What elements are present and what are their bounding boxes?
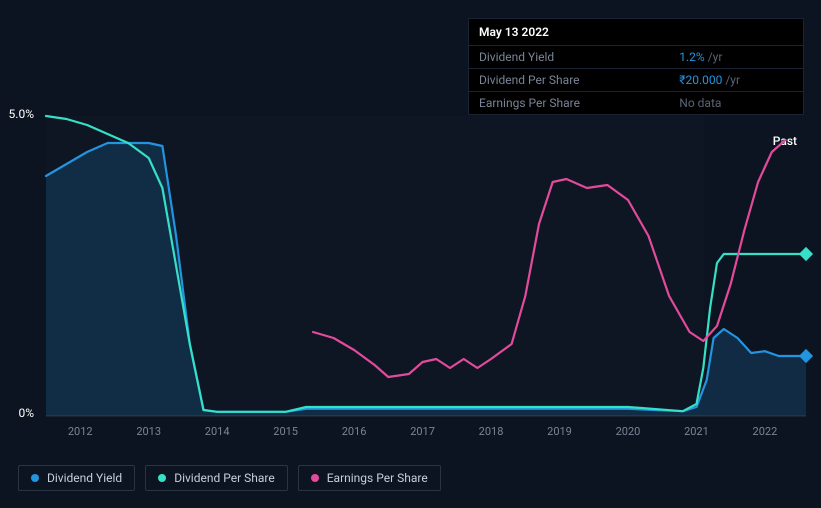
tooltip-row-value: No data [669, 92, 803, 115]
legend-item-dividend-per-share[interactable]: Dividend Per Share [145, 465, 288, 491]
tooltip-table: Dividend Yield 1.2% /yr Dividend Per Sha… [469, 45, 803, 114]
legend-item-dividend-yield[interactable]: Dividend Yield [18, 465, 135, 491]
legend-dot [31, 474, 39, 482]
legend: Dividend Yield Dividend Per Share Earnin… [18, 465, 441, 491]
legend-item-earnings-per-share[interactable]: Earnings Per Share [298, 465, 441, 491]
legend-label: Earnings Per Share [327, 471, 428, 485]
legend-label: Dividend Per Share [174, 471, 275, 485]
tooltip-row-label: Earnings Per Share [469, 92, 669, 115]
tooltip-row-label: Dividend Yield [469, 46, 669, 69]
tooltip-row-label: Dividend Per Share [469, 69, 669, 92]
legend-dot [158, 474, 166, 482]
legend-dot [311, 474, 319, 482]
tooltip-date: May 13 2022 [469, 19, 803, 45]
legend-label: Dividend Yield [47, 471, 122, 485]
tooltip-row-value: ₹20.000 /yr [669, 69, 803, 92]
tooltip-panel: May 13 2022 Dividend Yield 1.2% /yr Divi… [468, 18, 804, 115]
tooltip-row-value: 1.2% /yr [669, 46, 803, 69]
